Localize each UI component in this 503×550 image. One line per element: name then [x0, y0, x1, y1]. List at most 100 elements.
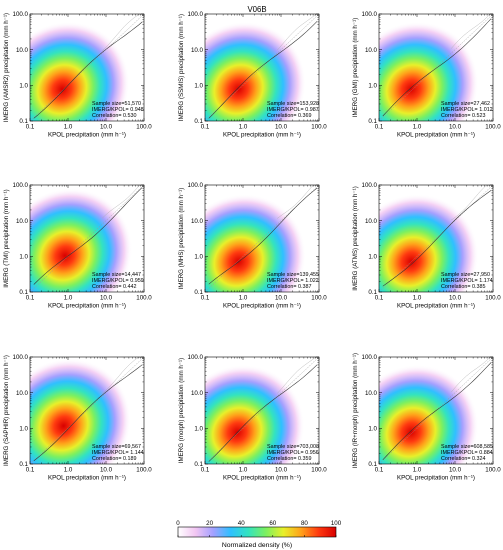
- y-axis-label: IMERG (MHS) precipitation (mm h⁻¹): [178, 188, 185, 290]
- stat-line: Correlation= 0.442: [92, 284, 137, 290]
- x-tick-label: 1.0: [64, 467, 73, 474]
- colorbar-gradient: [177, 526, 337, 538]
- x-tick-label: 10.0: [449, 295, 462, 302]
- one-to-one-line: [379, 14, 493, 121]
- mean-curve: [33, 364, 143, 462]
- stat-line: IMERG/KPOL= 0.884: [441, 450, 493, 456]
- x-tick-label: 0.1: [375, 467, 384, 474]
- x-axis-label: KPOL precipitation (mm h⁻¹): [397, 132, 475, 139]
- y-tick-label: 0.1: [368, 289, 377, 296]
- x-tick-label: 0.1: [375, 295, 384, 302]
- y-axis-label: IMERG (ATMS) precipitation (mm h⁻¹): [352, 186, 359, 291]
- y-tick-label: 100.0: [362, 182, 378, 189]
- stat-line: Sample size=703,008: [267, 444, 319, 450]
- stat-line: IMERG/KPOL= 0.948: [92, 107, 144, 113]
- x-tick-label: 1.0: [413, 124, 422, 131]
- y-tick-label: 10.0: [191, 218, 204, 225]
- x-axis-label: KPOL precipitation (mm h⁻¹): [48, 475, 126, 482]
- x-tick-label: 1.0: [239, 124, 248, 131]
- stat-line: Sample size=14,447: [92, 272, 141, 278]
- mean-curve: [382, 362, 492, 460]
- x-tick-label: 10.0: [275, 467, 288, 474]
- y-axis-label: IMERG (morph) precipitation (mm h⁻¹): [178, 358, 185, 463]
- x-tick-label: 0.1: [201, 467, 210, 474]
- figure-title: V06B: [247, 5, 266, 14]
- y-tick-label: 0.1: [19, 289, 28, 296]
- one-to-one-line: [30, 185, 144, 292]
- plot-frame: [29, 13, 145, 122]
- density-blob: [30, 358, 132, 464]
- panel: 0.10.1 1.0 1.0 10.0 10.0 100.0 100.0 KPOL preci…: [178, 354, 327, 482]
- stat-line: Sample size=27,950: [441, 272, 490, 278]
- panel: 0.10.1 1.0 1.0 10.0 10.0 100.0 100.0 KPOL preci…: [3, 354, 152, 482]
- percentile-curve: [277, 185, 318, 219]
- plot-frame: [204, 13, 320, 122]
- colorbar-tick-label: 40: [238, 520, 245, 527]
- x-tick-label: 100.0: [136, 467, 152, 474]
- x-tick-label: 10.0: [100, 295, 113, 302]
- panel: 0.10.1 1.0 1.0 10.0 10.0 100.0 100.0 KPOL preci…: [3, 182, 152, 309]
- x-tick-label: 0.1: [201, 124, 210, 131]
- panel: 0.10.1 1.0 1.0 10.0 10.0 100.0 100.0 KPOL preci…: [352, 353, 501, 482]
- stat-line: Correlation= 0.530: [92, 113, 137, 119]
- x-axis-label: KPOL precipitation (mm h⁻¹): [223, 475, 301, 482]
- colorbar-tick-label: 100: [331, 520, 342, 527]
- panel: 0.10.1 1.0 1.0 10.0 10.0 100.0 100.0 KPOL preci…: [3, 11, 152, 138]
- y-tick-label: 100.0: [13, 354, 29, 361]
- mean-curve: [33, 21, 143, 119]
- y-tick-label: 100.0: [13, 11, 29, 18]
- stat-line: Correlation= 0.324: [441, 456, 486, 462]
- stat-line: Sample size=139,455: [267, 272, 319, 278]
- x-tick-label: 100.0: [136, 124, 152, 131]
- x-tick-label: 0.1: [26, 467, 35, 474]
- y-tick-label: 10.0: [16, 47, 29, 54]
- y-axis-label: IMERG (AMSR2) precipitation (mm h⁻¹): [3, 13, 10, 122]
- stat-line: IMERG/KPOL= 1.012: [441, 107, 493, 113]
- y-tick-label: 100.0: [188, 354, 204, 361]
- y-tick-label: 100.0: [188, 11, 204, 18]
- density-blob: [30, 21, 130, 121]
- plot-frame: [29, 356, 145, 465]
- y-tick-label: 1.0: [194, 426, 203, 433]
- x-axis-label: KPOL precipitation (mm h⁻¹): [223, 132, 301, 139]
- y-axis-label: IMERG (SAPHIR) precipitation (mm h⁻¹): [3, 355, 10, 466]
- x-tick-label: 0.1: [375, 124, 384, 131]
- stat-line: IMERG/KPOL= 1.022: [267, 278, 319, 284]
- y-tick-label: 0.1: [19, 461, 28, 468]
- y-axis-label: IMERG (TMI) precipitation (mm h⁻¹): [3, 189, 10, 288]
- density-field: [30, 21, 130, 121]
- y-tick-label: 1.0: [368, 426, 377, 433]
- stat-line: Sample size=51,570: [92, 101, 141, 107]
- x-axis-label: KPOL precipitation (mm h⁻¹): [397, 475, 475, 482]
- x-tick-label: 100.0: [311, 124, 327, 131]
- y-tick-label: 10.0: [365, 390, 378, 397]
- one-to-one-line: [205, 357, 319, 464]
- stat-line: Sample size=153,928: [267, 101, 319, 107]
- percentile-curve: [451, 14, 492, 49]
- plot-frame: [378, 184, 494, 293]
- x-tick-label: 10.0: [100, 124, 113, 131]
- stat-line: Correlation= 0.189: [92, 456, 137, 462]
- x-tick-label: 1.0: [413, 295, 422, 302]
- x-tick-label: 10.0: [275, 295, 288, 302]
- y-tick-label: 0.1: [368, 118, 377, 125]
- one-to-one-line: [379, 185, 493, 292]
- density-field: [379, 364, 479, 464]
- mean-curve: [382, 190, 492, 287]
- panel: 0.10.1 1.0 1.0 10.0 10.0 100.0 100.0 KPOL preci…: [352, 182, 501, 309]
- x-tick-label: 100.0: [485, 124, 501, 131]
- y-tick-label: 1.0: [19, 254, 28, 261]
- one-to-one-line: [379, 357, 493, 464]
- density-blob: [30, 188, 133, 292]
- stat-line: Correlation= 0.385: [441, 284, 486, 290]
- x-tick-label: 1.0: [239, 295, 248, 302]
- stat-line: IMERG/KPOL= 1.174: [441, 278, 493, 284]
- x-tick-label: 100.0: [485, 295, 501, 302]
- stat-line: Correlation= 0.369: [267, 113, 312, 119]
- y-tick-label: 0.1: [194, 289, 203, 296]
- colorbar-tick-label: 80: [301, 520, 308, 527]
- percentile-curve: [102, 14, 143, 51]
- stat-line: Correlation= 0.359: [267, 456, 312, 462]
- y-axis-label: IMERG (IR+morph) precipitation (mm h⁻¹): [352, 353, 359, 468]
